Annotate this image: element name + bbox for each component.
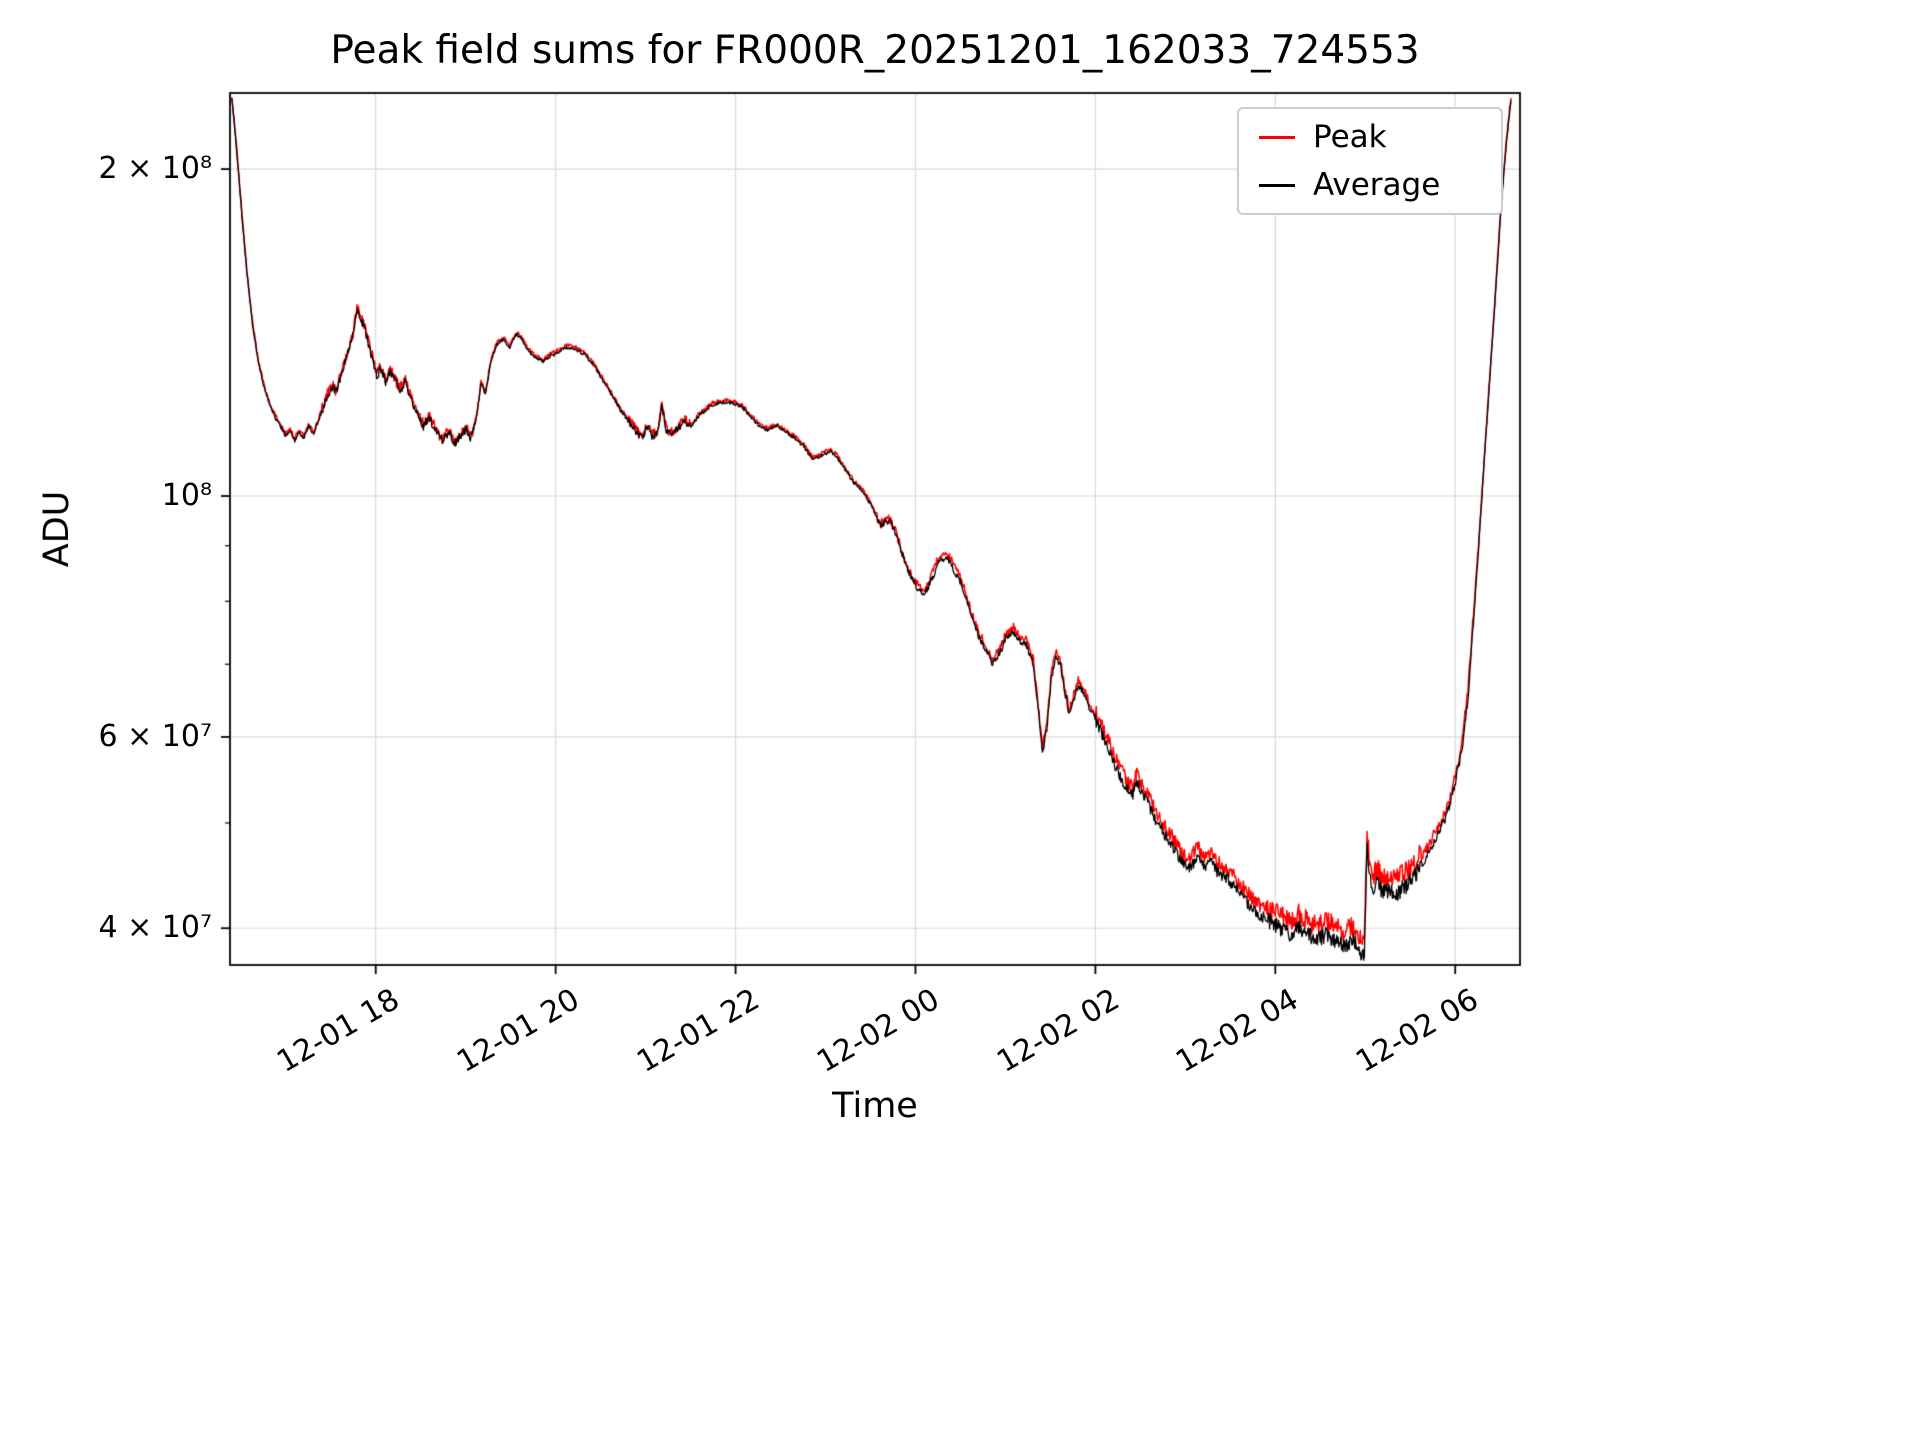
legend-item-peak: Peak: [1259, 120, 1481, 154]
legend: Peak Average: [1237, 107, 1503, 215]
y-tick-label: 6 × 10⁷: [98, 718, 213, 754]
x-axis-label: Time: [832, 1086, 918, 1126]
peak-line-swatch: [1259, 135, 1295, 139]
y-tick-label: 4 × 10⁷: [98, 910, 213, 946]
legend-label-peak: Peak: [1313, 119, 1387, 155]
legend-label-average: Average: [1313, 167, 1441, 203]
average-line-swatch: [1259, 183, 1295, 187]
y-axis-label: ADU: [37, 490, 77, 568]
y-tick-label: 10⁸: [161, 478, 212, 514]
y-tick-label: 2 × 10⁸: [98, 151, 213, 187]
legend-item-average: Average: [1259, 168, 1481, 202]
chart-title: Peak field sums for FR000R_20251201_1620…: [330, 28, 1420, 73]
